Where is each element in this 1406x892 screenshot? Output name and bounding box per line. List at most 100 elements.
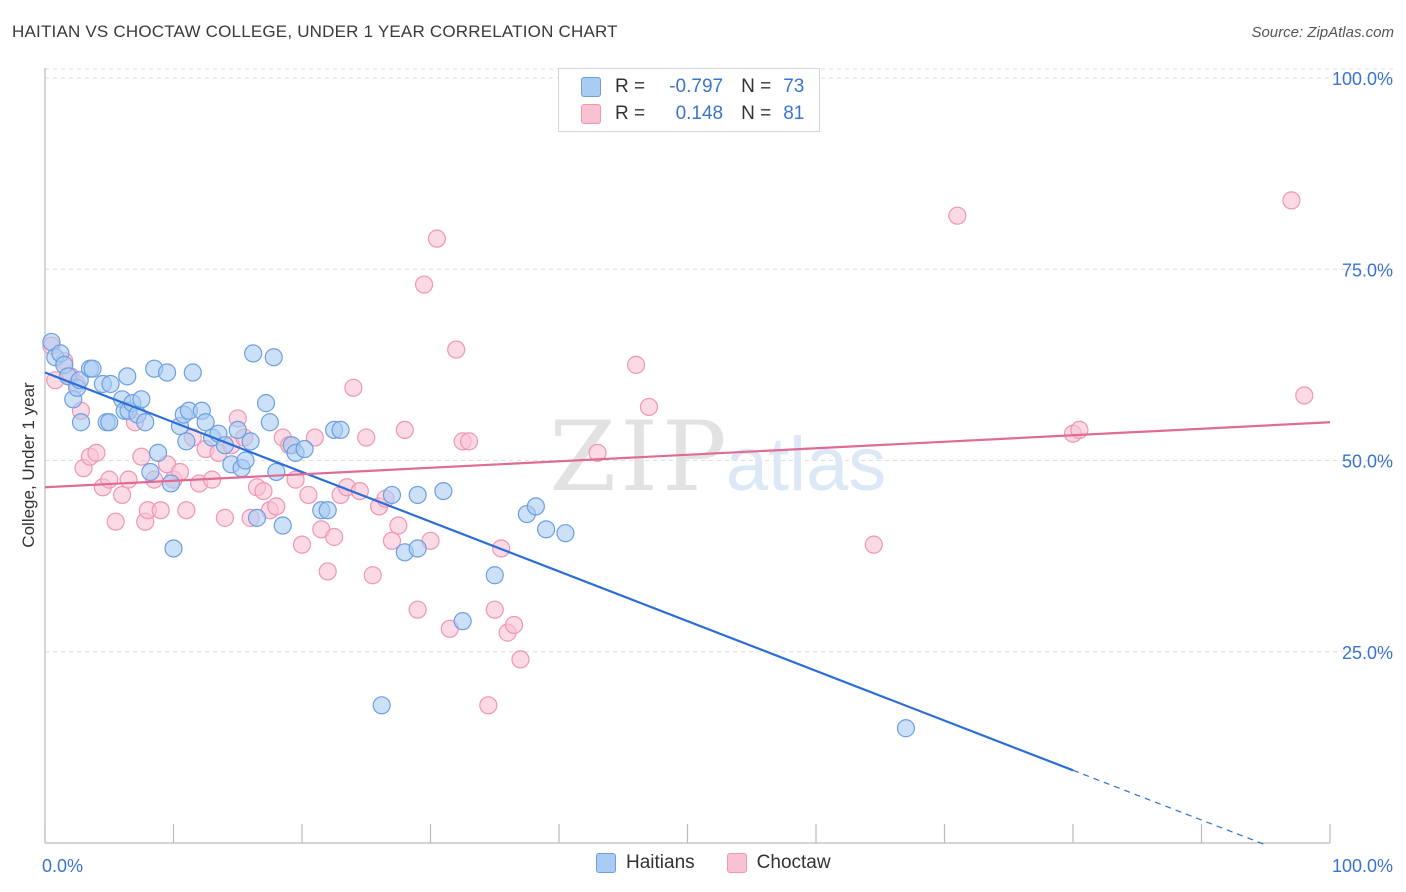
haitians-point bbox=[141, 462, 160, 482]
choctaw-point bbox=[395, 420, 414, 439]
haitians-point bbox=[100, 413, 119, 432]
choctaw-point bbox=[864, 535, 883, 554]
n-value: 73 bbox=[783, 76, 805, 97]
haitians-point bbox=[264, 348, 283, 367]
legend-item-choctaw[interactable]: Choctaw bbox=[726, 852, 831, 874]
choctaw-point bbox=[87, 443, 106, 462]
choctaw-point bbox=[119, 470, 138, 489]
haitians-point bbox=[556, 524, 575, 543]
haitians-legend-swatch bbox=[596, 853, 616, 873]
haitians-point bbox=[228, 420, 247, 439]
trend-lines bbox=[44, 371, 1331, 846]
series-haitians-points bbox=[42, 332, 916, 738]
choctaw-point bbox=[1295, 386, 1314, 405]
haitians-point bbox=[485, 566, 504, 585]
haitians-point bbox=[896, 719, 916, 738]
haitians-point bbox=[136, 413, 155, 432]
y-tick-label: 25.0% bbox=[1342, 643, 1393, 663]
axes bbox=[44, 68, 1331, 844]
choctaw-point bbox=[459, 432, 479, 451]
choctaw-point bbox=[267, 497, 286, 516]
haitians-point bbox=[331, 420, 350, 439]
choctaw-point bbox=[485, 600, 504, 619]
x-tick-label-max: 100.0% bbox=[1332, 856, 1393, 876]
haitians-point bbox=[537, 520, 556, 539]
choctaw-point bbox=[254, 482, 273, 501]
haitians-point bbox=[267, 462, 286, 482]
choctaw-point bbox=[305, 428, 324, 447]
haitians-point bbox=[260, 413, 279, 432]
y-tick-label: 100.0% bbox=[1332, 69, 1393, 89]
haitians-point bbox=[295, 439, 314, 459]
haitians-swatch bbox=[581, 77, 601, 97]
tick-labels: 25.0% 50.0% 75.0% 100.0% 0.0% 100.0% bbox=[42, 69, 1393, 876]
haitians-trend-extension bbox=[1072, 769, 1266, 846]
choctaw-point bbox=[427, 229, 447, 248]
haitians-point bbox=[236, 451, 255, 470]
choctaw-point bbox=[132, 447, 151, 466]
choctaw-point bbox=[389, 516, 408, 535]
r-value: -0.797 bbox=[669, 76, 724, 97]
choctaw-point bbox=[106, 512, 125, 531]
choctaw-point bbox=[151, 501, 170, 520]
x-tick-label-min: 0.0% bbox=[42, 856, 83, 876]
series-legend: Haitians Choctaw bbox=[596, 852, 863, 874]
choctaw-point bbox=[363, 566, 382, 585]
choctaw-point bbox=[414, 275, 434, 294]
choctaw-point bbox=[292, 535, 312, 554]
choctaw-point bbox=[299, 485, 318, 505]
choctaw-point bbox=[357, 428, 376, 447]
legend-item-haitians[interactable]: Haitians bbox=[596, 852, 695, 874]
haitians-point bbox=[256, 394, 276, 413]
haitians-point bbox=[241, 432, 260, 451]
haitians-point bbox=[382, 485, 402, 505]
haitians-point bbox=[247, 508, 267, 527]
choctaw-point bbox=[1282, 191, 1301, 210]
legend-row-choctaw: R = 0.148 N = 81 bbox=[581, 101, 804, 127]
r-value: 0.148 bbox=[675, 103, 724, 124]
haitians-point bbox=[196, 413, 215, 432]
r-label: R = bbox=[615, 76, 646, 97]
y-tick-label: 75.0% bbox=[1342, 260, 1393, 280]
haitians-point bbox=[244, 344, 263, 363]
choctaw-point bbox=[626, 355, 646, 374]
r-label: R = bbox=[615, 103, 646, 124]
haitians-point bbox=[408, 539, 427, 558]
watermark-atlas: atlas bbox=[726, 422, 887, 507]
haitians-point bbox=[372, 696, 391, 715]
n-value: 81 bbox=[783, 103, 805, 124]
choctaw-point bbox=[588, 443, 607, 462]
haitians-point bbox=[177, 432, 196, 451]
choctaw-point bbox=[100, 470, 119, 489]
haitians-point bbox=[71, 413, 91, 432]
haitians-point bbox=[164, 539, 183, 558]
haitians-trend-line bbox=[44, 371, 1074, 772]
haitians-point bbox=[101, 374, 120, 394]
haitians-point bbox=[526, 497, 545, 516]
n-label: N = bbox=[741, 103, 772, 124]
choctaw-point bbox=[948, 206, 967, 225]
choctaw-legend-swatch bbox=[726, 853, 747, 873]
haitians-point bbox=[132, 390, 151, 409]
n-label: N = bbox=[741, 76, 772, 97]
y-tick-label: 50.0% bbox=[1342, 452, 1393, 472]
legend-label-choctaw: Choctaw bbox=[756, 852, 831, 873]
correlation-legend: R = -0.797 N = 73 R = 0.148 N = 81 bbox=[558, 68, 820, 132]
haitians-point bbox=[183, 363, 202, 382]
haitians-point bbox=[161, 474, 181, 493]
choctaw-point bbox=[325, 527, 344, 547]
choctaw-point bbox=[504, 615, 524, 635]
choctaw-point bbox=[344, 378, 363, 397]
haitians-point bbox=[453, 612, 472, 631]
choctaw-point bbox=[382, 531, 402, 550]
choctaw-point bbox=[447, 340, 466, 359]
choctaw-point bbox=[408, 600, 427, 619]
legend-row-haitians: R = -0.797 N = 73 bbox=[581, 74, 804, 100]
haitians-point bbox=[434, 482, 453, 501]
haitians-point bbox=[157, 363, 177, 382]
choctaw-point bbox=[511, 650, 530, 669]
haitians-point bbox=[148, 443, 168, 462]
haitians-point bbox=[318, 501, 337, 520]
choctaw-point bbox=[177, 501, 196, 520]
